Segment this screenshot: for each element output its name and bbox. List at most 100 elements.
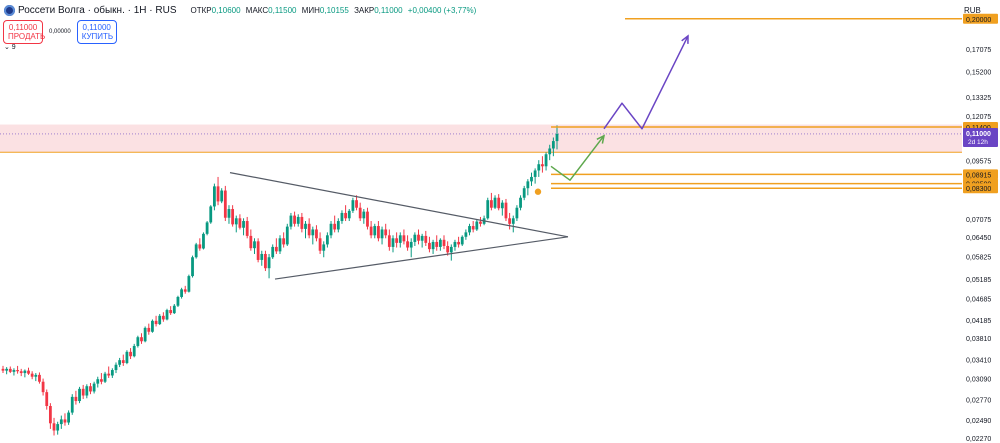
candle	[420, 233, 424, 248]
candle	[19, 368, 23, 377]
buy-button[interactable]: 0,11000 КУПИТЬ	[76, 20, 117, 44]
sell-button[interactable]: 0,11000 ПРОДАТЬ	[3, 20, 45, 44]
candle	[8, 366, 12, 374]
ohlc-high-value: 0,11500	[268, 5, 297, 15]
level-price-label: 0,08300	[966, 186, 991, 193]
candle-body	[194, 244, 198, 258]
candle	[67, 410, 71, 425]
candle-body	[19, 371, 23, 374]
candle-body	[322, 244, 326, 251]
candle	[264, 250, 267, 272]
candle	[300, 212, 304, 233]
price-axis-background	[962, 0, 1000, 443]
candle	[234, 215, 238, 233]
candle	[424, 230, 428, 246]
candle-body	[140, 337, 143, 342]
candle	[486, 197, 490, 220]
candle	[366, 207, 369, 230]
candle-body	[471, 226, 475, 230]
candle-body	[176, 296, 180, 306]
candle-body	[202, 233, 205, 249]
candle-body	[424, 235, 428, 243]
current-price-label: 0,11000	[966, 131, 991, 138]
candle	[132, 343, 136, 358]
candle	[158, 314, 162, 326]
level-price-label: 0,08915	[966, 172, 991, 179]
price-tick-label: 0,03810	[966, 336, 991, 343]
candle-body	[511, 218, 515, 224]
candle-body	[460, 236, 464, 245]
candle-body	[169, 310, 173, 314]
candle	[172, 304, 176, 315]
candle-body	[519, 197, 522, 208]
resistance-zone	[0, 124, 962, 153]
candle	[417, 229, 420, 245]
candle	[468, 223, 471, 236]
candle	[205, 221, 209, 236]
candle-body	[398, 235, 402, 243]
indicators-toggle[interactable]: ⌄ 9	[4, 44, 16, 51]
candle-body	[260, 253, 264, 260]
candle-body	[271, 246, 275, 258]
candle	[395, 232, 399, 248]
candle-body	[307, 223, 311, 236]
candle	[333, 215, 337, 233]
buy-label: КУПИТЬ	[81, 32, 114, 41]
candle-body	[428, 242, 431, 250]
candle-body	[74, 396, 78, 402]
price-tick-label: 0,02270	[966, 436, 991, 443]
candle	[165, 308, 169, 321]
spread-value: 0,00000	[49, 29, 71, 35]
candle-body	[493, 197, 497, 208]
candle-body	[500, 202, 504, 209]
candle	[216, 176, 220, 206]
candle	[34, 373, 38, 382]
candle	[96, 376, 100, 388]
candle	[183, 285, 187, 294]
candle	[249, 229, 253, 251]
candle	[48, 403, 52, 429]
candle-body	[227, 209, 231, 218]
candle-body	[420, 235, 424, 241]
price-tick-label: 0,05825	[966, 254, 991, 261]
chart-header: Россети Волга · обыкн. · 1H · RUS ОТКР0,…	[4, 3, 476, 17]
candle-body	[551, 141, 555, 149]
candle	[508, 212, 512, 230]
candle	[358, 202, 362, 222]
candle-body	[453, 241, 457, 247]
candle-body	[70, 396, 74, 413]
candle	[548, 144, 552, 161]
candle-body	[274, 246, 278, 252]
candle-body	[110, 370, 114, 376]
candle	[180, 287, 183, 299]
candle	[63, 413, 67, 426]
candle-body	[78, 388, 81, 402]
candle	[519, 195, 522, 211]
candle-body	[522, 188, 526, 198]
price-tick-label: 0,05185	[966, 277, 991, 284]
candle	[238, 214, 242, 230]
candle-body	[464, 232, 468, 237]
candle-body	[231, 209, 235, 225]
candle	[493, 195, 497, 210]
currency-label[interactable]: RUB	[964, 6, 981, 15]
symbol-title[interactable]: Россети Волга · обыкн. · 1H · RUS	[18, 4, 177, 16]
candle-body	[282, 238, 286, 245]
candle	[289, 212, 293, 230]
candle-body	[27, 370, 30, 374]
candle-body	[457, 241, 460, 245]
candle-body	[373, 226, 377, 236]
candle	[355, 195, 358, 211]
candle-body	[59, 419, 63, 425]
candle	[555, 125, 559, 150]
ohlc-high-label: МАКС	[245, 5, 269, 15]
candle	[23, 369, 27, 378]
trade-panel: 0,11000 ПРОДАТЬ 0,00000 0,11000 КУПИТЬ	[3, 20, 117, 44]
candle	[212, 183, 216, 211]
candle-body	[340, 212, 344, 222]
triangle-upper-trendline	[229, 172, 569, 238]
candlestick-series	[1, 125, 559, 436]
candle	[340, 210, 344, 224]
candle	[384, 223, 388, 239]
